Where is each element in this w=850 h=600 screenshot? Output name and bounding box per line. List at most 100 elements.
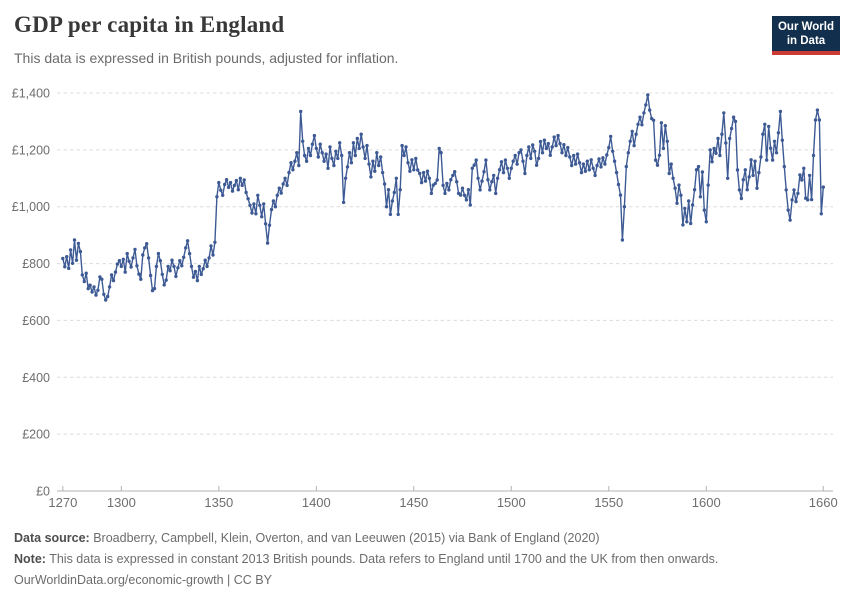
data-point (205, 264, 209, 269)
data-point (283, 176, 287, 180)
owid-logo[interactable]: Our World in Data (772, 16, 840, 55)
data-point (441, 183, 445, 188)
data-point (262, 202, 266, 206)
chart-subtitle: This data is expressed in British pounds… (14, 50, 399, 66)
data-point (761, 132, 765, 136)
data-point (482, 170, 486, 174)
data-point (223, 182, 227, 187)
data-point (234, 178, 239, 183)
data-point (170, 258, 174, 262)
data-point (289, 161, 293, 165)
data-point (614, 170, 619, 175)
data-point (790, 198, 794, 202)
data-point (109, 273, 114, 277)
data-point (197, 264, 201, 269)
data-point (468, 203, 472, 207)
data-point (148, 273, 153, 278)
data-point (201, 267, 205, 271)
data-point (755, 186, 759, 190)
data-point (562, 143, 566, 147)
svg-text:1270: 1270 (48, 495, 77, 510)
data-point (505, 166, 510, 170)
data-point (131, 256, 135, 260)
data-point (168, 269, 172, 273)
data-point (320, 151, 324, 155)
citation-line[interactable]: OurWorldinData.org/economic-growth | CC … (14, 573, 272, 587)
data-point (406, 161, 410, 165)
data-point (275, 193, 279, 197)
data-point (382, 182, 387, 186)
data-point (404, 145, 408, 149)
note-label: Note: (14, 552, 46, 566)
data-point (400, 143, 404, 148)
data-point (675, 201, 679, 205)
data-point (497, 168, 502, 172)
data-point (187, 251, 192, 256)
data-point (673, 186, 677, 190)
svg-text:£800: £800 (22, 257, 50, 271)
data-point (486, 178, 490, 182)
data-line (62, 94, 824, 301)
data-point (78, 249, 83, 254)
data-point (492, 173, 496, 178)
svg-text:1400: 1400 (302, 495, 331, 510)
data-point (484, 158, 488, 162)
data-point (154, 264, 159, 269)
data-point (340, 153, 344, 158)
svg-text:£600: £600 (22, 314, 50, 328)
data-point (228, 180, 233, 185)
data-point (624, 164, 628, 169)
data-point (817, 118, 822, 122)
svg-text:1300: 1300 (107, 495, 136, 510)
data-point (692, 188, 697, 192)
data-point (423, 179, 428, 183)
data-point (455, 180, 459, 184)
data-point (419, 180, 424, 185)
data-point (533, 149, 537, 153)
data-point (88, 283, 92, 287)
svg-text:1350: 1350 (204, 495, 233, 510)
data-point (490, 180, 494, 184)
data-point (745, 188, 749, 192)
data-point (609, 134, 613, 139)
data-point (256, 193, 260, 197)
data-point (751, 173, 755, 178)
data-point (185, 239, 190, 243)
data-point (271, 199, 276, 203)
data-point (507, 176, 511, 180)
data-point (501, 170, 506, 175)
note-text: This data is expressed in constant 2013 … (45, 552, 719, 566)
chart-svg[interactable]: £0 £200 £400 £600 £800 £1,000 £1,200 £1,400 1270… (0, 80, 850, 511)
data-point (474, 158, 478, 162)
data-point (763, 122, 767, 126)
data-point (548, 153, 552, 157)
data-source-line: Data source: Broadberry, Campbell, Klein… (14, 528, 718, 549)
data-point (560, 151, 564, 155)
data-point (402, 153, 406, 158)
data-point (648, 108, 652, 112)
data-point (314, 146, 318, 151)
data-point (74, 258, 79, 262)
data-point (806, 198, 810, 202)
data-point (236, 188, 240, 192)
chart-footer: Data source: Broadberry, Campbell, Klein… (14, 528, 718, 591)
data-point (435, 178, 439, 182)
data-point (597, 157, 601, 161)
data-point (180, 264, 184, 268)
data-point (425, 169, 430, 173)
data-point (726, 176, 730, 180)
data-point (741, 178, 745, 182)
data-point (605, 153, 609, 157)
data-point (753, 159, 757, 163)
data-point (80, 273, 85, 277)
data-point (708, 148, 712, 152)
data-point (607, 145, 611, 150)
svg-text:£1,000: £1,000 (12, 200, 50, 214)
data-point (211, 253, 215, 257)
data-point (579, 170, 584, 175)
data-point (176, 266, 180, 270)
data-point (308, 153, 313, 158)
data-source-label: Data source: (14, 531, 90, 545)
data-point (63, 265, 67, 269)
data-point (679, 193, 683, 197)
